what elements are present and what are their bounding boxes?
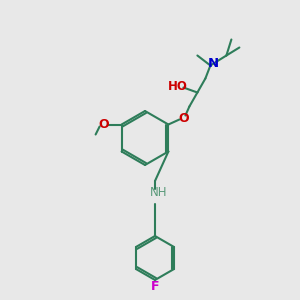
Text: N: N bbox=[208, 57, 219, 70]
Text: HO: HO bbox=[167, 80, 187, 93]
Text: O: O bbox=[98, 118, 109, 131]
Text: O: O bbox=[178, 112, 189, 125]
Text: F: F bbox=[151, 280, 159, 293]
Text: NH: NH bbox=[150, 185, 168, 199]
